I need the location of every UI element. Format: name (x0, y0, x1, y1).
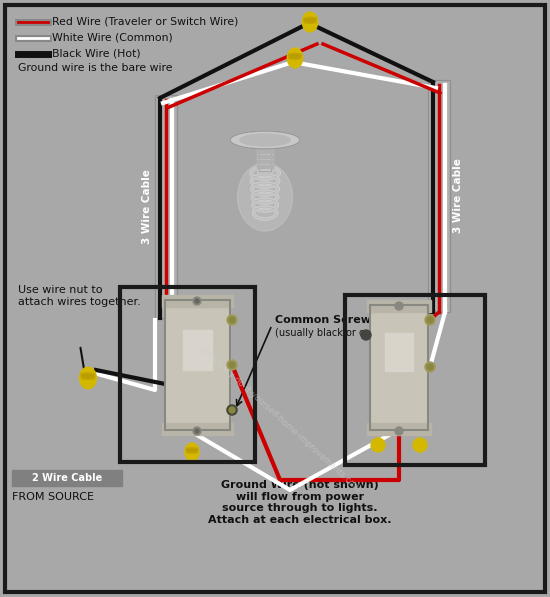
Bar (378, 325, 420, 410)
Text: 2 Wire Cable: 2 Wire Cable (32, 473, 102, 483)
Bar (12, 470, 122, 486)
Ellipse shape (80, 367, 96, 389)
Circle shape (427, 317, 433, 323)
Circle shape (427, 364, 433, 370)
Circle shape (425, 362, 435, 372)
Ellipse shape (240, 134, 290, 146)
Circle shape (195, 429, 199, 433)
Bar (345, 295, 485, 465)
Bar (259, 150, 271, 171)
Bar (428, 80, 450, 312)
Bar (367, 300, 431, 312)
Bar (162, 295, 233, 307)
Ellipse shape (81, 375, 95, 378)
Text: Red Wire (Traveler or Switch Wire): Red Wire (Traveler or Switch Wire) (52, 17, 238, 27)
Ellipse shape (186, 450, 198, 452)
Bar (165, 300, 230, 430)
Text: Common Screw: Common Screw (275, 315, 371, 325)
Text: Ground wire is the bare wire: Ground wire is the bare wire (18, 63, 173, 73)
Text: Use wire nut to
attach wires together.: Use wire nut to attach wires together. (18, 285, 141, 307)
Ellipse shape (304, 19, 316, 21)
Bar (257, 148, 273, 173)
Ellipse shape (186, 451, 197, 453)
Text: www.easy-do-it-yourself-home-improvements.com: www.easy-do-it-yourself-home-improvement… (198, 346, 362, 494)
Bar (155, 95, 177, 318)
Ellipse shape (304, 21, 316, 23)
Circle shape (413, 438, 427, 452)
Bar (367, 423, 431, 435)
Bar (257, 165, 273, 168)
Ellipse shape (304, 17, 317, 20)
Ellipse shape (238, 163, 293, 231)
Circle shape (229, 407, 235, 413)
Ellipse shape (289, 55, 301, 58)
Text: (usually black or copper colour): (usually black or copper colour) (275, 328, 430, 338)
Ellipse shape (302, 12, 318, 32)
Circle shape (425, 315, 435, 325)
Text: White Wire (Common): White Wire (Common) (52, 33, 173, 43)
Text: 3 Wire Cable: 3 Wire Cable (142, 169, 152, 244)
Circle shape (229, 362, 235, 368)
Text: Ground Wire (not shown)
will flow from power
source through to lights.
Attach at: Ground Wire (not shown) will flow from p… (208, 480, 392, 525)
Circle shape (395, 302, 403, 310)
Bar (257, 155, 273, 158)
Bar (183, 330, 212, 370)
Bar (370, 305, 428, 430)
Bar (120, 287, 255, 462)
Ellipse shape (186, 448, 198, 450)
Circle shape (227, 315, 237, 325)
Ellipse shape (230, 131, 300, 149)
Ellipse shape (185, 443, 199, 461)
Bar (428, 80, 450, 312)
Ellipse shape (81, 373, 95, 376)
Bar (385, 333, 413, 371)
Circle shape (193, 297, 201, 305)
Text: Black Wire (Hot): Black Wire (Hot) (52, 49, 141, 59)
Text: FROM SOURCE: FROM SOURCE (12, 492, 94, 502)
Circle shape (193, 427, 201, 435)
Circle shape (195, 299, 199, 303)
Bar (257, 160, 273, 163)
Ellipse shape (287, 48, 303, 68)
Bar (162, 423, 233, 435)
Circle shape (227, 405, 237, 415)
Circle shape (361, 330, 371, 340)
Text: 3 Wire Cable: 3 Wire Cable (453, 159, 463, 233)
Circle shape (395, 427, 403, 435)
Ellipse shape (81, 377, 95, 380)
Bar (257, 150, 273, 153)
Circle shape (371, 438, 385, 452)
Ellipse shape (289, 57, 301, 59)
Bar (370, 305, 428, 430)
Circle shape (227, 360, 237, 370)
Circle shape (229, 317, 235, 323)
Bar (155, 95, 177, 318)
Bar (165, 300, 230, 430)
Circle shape (227, 405, 237, 415)
Ellipse shape (288, 53, 301, 56)
Bar (173, 320, 222, 410)
